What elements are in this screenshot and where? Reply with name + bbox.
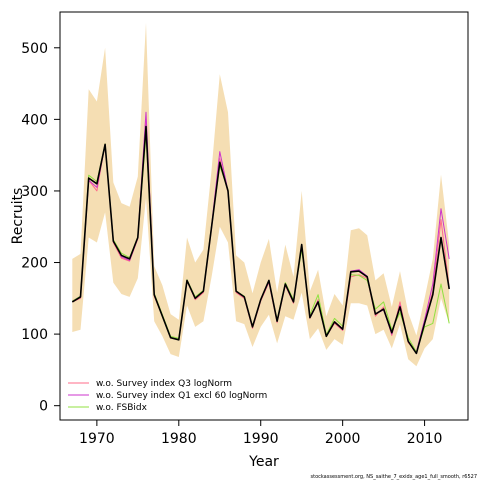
y-tick-label: 100 [21,327,48,343]
y-axis: 0 100 200 300 400 500 [21,41,60,415]
y-tick-label: 300 [21,184,48,200]
plot-frame [59,11,469,421]
series-layer [71,111,450,355]
y-tick-label: 0 [39,399,48,415]
legend-label: w.o. Survey index Q1 excl 60 logNorm [96,391,267,401]
x-tick-label: 1990 [243,431,279,447]
y-axis-title: Recruits [10,188,26,245]
x-axis: 1970 1980 1990 2000 2010 [79,420,442,447]
confidence-band-layer [72,22,450,367]
y-tick-label: 500 [21,41,48,57]
x-tick-label: 1980 [161,431,197,447]
y-tick-label: 400 [21,112,48,128]
x-tick-label: 2010 [407,431,443,447]
confidence-band [72,22,450,367]
x-tick-label: 1970 [79,431,115,447]
legend: w.o. Survey index Q3 logNorm w.o. Survey … [68,379,267,413]
x-axis-title: Year [248,454,279,470]
footer-note: stockassessment.org, NS_saithe_7_exidx_a… [311,474,478,480]
y-tick-label: 200 [21,256,48,272]
legend-label: w.o. FSBidx [96,403,148,413]
x-tick-label: 2000 [325,431,361,447]
legend-label: w.o. Survey index Q3 logNorm [96,379,232,389]
series-line-base-run [71,125,450,355]
